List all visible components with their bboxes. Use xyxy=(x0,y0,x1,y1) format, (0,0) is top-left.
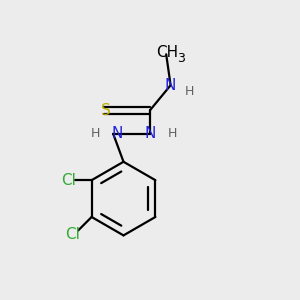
Text: H: H xyxy=(167,127,177,140)
Text: H: H xyxy=(185,85,194,98)
Text: N: N xyxy=(144,126,156,141)
Text: CH: CH xyxy=(157,45,179,60)
Text: Cl: Cl xyxy=(61,173,76,188)
Text: S: S xyxy=(101,103,111,118)
Text: N: N xyxy=(112,126,123,141)
Text: Cl: Cl xyxy=(65,227,80,242)
Text: N: N xyxy=(165,78,176,93)
Text: 3: 3 xyxy=(177,52,185,64)
Text: H: H xyxy=(91,127,100,140)
